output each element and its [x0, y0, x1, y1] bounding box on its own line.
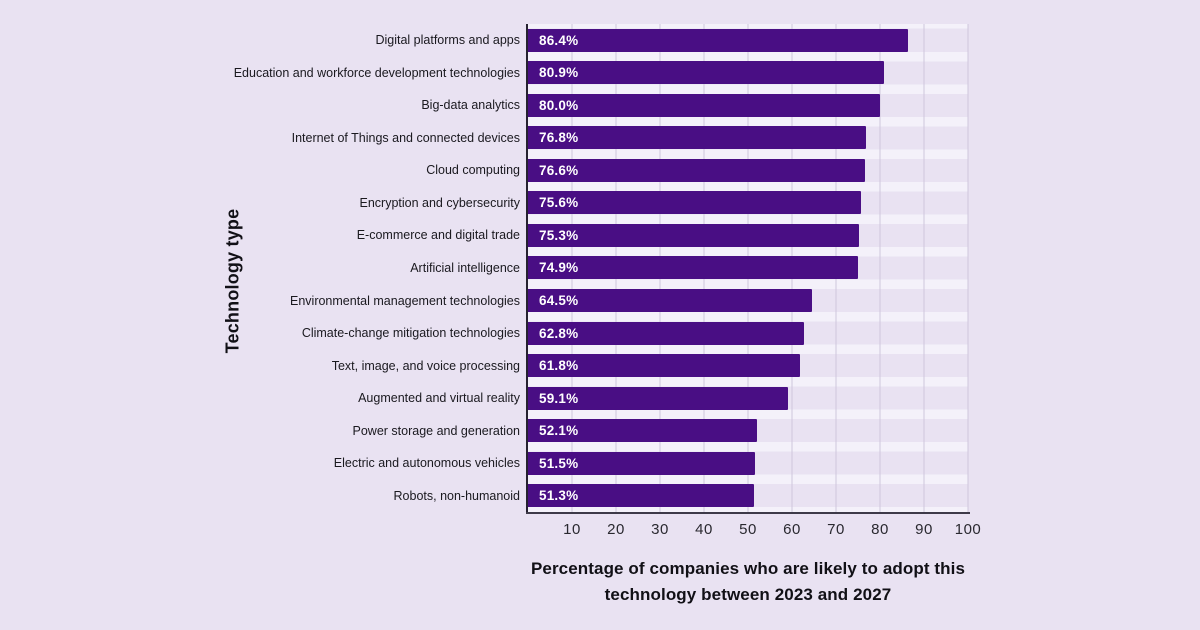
bar-value-label: 52.1%	[539, 423, 579, 439]
y-axis-line	[526, 24, 528, 514]
category-label: Encryption and cybersecurity	[359, 195, 521, 210]
bar-row: 76.6%	[528, 154, 968, 187]
category-label: Internet of Things and connected devices	[291, 130, 520, 145]
bar-value-label: 80.9%	[539, 65, 579, 81]
bar-value-label: 61.8%	[539, 358, 579, 374]
category-label: Education and workforce development tech…	[233, 65, 520, 80]
bars-container: 86.4% 80.9% 80.0% 76.8% 76.6% 75.6% 75.3% 74.9%…	[528, 24, 968, 512]
bar-row: 86.4%	[528, 24, 968, 57]
category-label: Big-data analytics	[421, 98, 520, 113]
bar-row: 61.8%	[528, 349, 968, 382]
bar: 64.5%	[528, 289, 812, 313]
bar-row: 75.3%	[528, 219, 968, 252]
x-tick-label: 60	[783, 521, 801, 538]
category-label: Environmental management technologies	[290, 293, 520, 308]
bar-row: 51.3%	[528, 479, 968, 512]
x-axis-title: Percentage of companies who are likely t…	[508, 556, 988, 609]
bar-value-label: 59.1%	[539, 390, 579, 406]
bar-row: 62.8%	[528, 317, 968, 350]
bar: 80.0%	[528, 93, 880, 117]
category-label: Climate-change mitigation technologies	[301, 326, 520, 341]
bar-row: 74.9%	[528, 252, 968, 285]
x-axis-title-line1: Percentage of companies who are likely t…	[530, 559, 966, 578]
category-label: Artificial intelligence	[410, 260, 520, 275]
bar-value-label: 76.6%	[539, 162, 579, 178]
category-label: Digital platforms and apps	[375, 33, 520, 48]
bar-value-label: 76.8%	[539, 130, 579, 146]
gridline	[879, 24, 881, 512]
bar-value-label: 74.9%	[539, 260, 579, 276]
x-tick-label: 80	[871, 521, 889, 538]
x-tick-label: 30	[651, 521, 669, 538]
bar-row: 52.1%	[528, 414, 968, 447]
bar: 62.8%	[528, 321, 805, 345]
bar: 59.1%	[528, 386, 789, 410]
bar-row: 80.9%	[528, 57, 968, 90]
category-label: Cloud computing	[426, 163, 520, 178]
bar: 75.6%	[528, 191, 861, 215]
bar: 75.3%	[528, 223, 860, 247]
x-tick-label: 70	[827, 521, 845, 538]
category-label: Robots, non-humanoid	[393, 488, 520, 503]
gridline	[923, 24, 925, 512]
bar-value-label: 62.8%	[539, 325, 579, 341]
bar-row: 76.8%	[528, 122, 968, 155]
bar: 76.8%	[528, 126, 866, 150]
bar: 51.5%	[528, 451, 755, 475]
bar-value-label: 51.3%	[539, 488, 579, 504]
category-label: Augmented and virtual reality	[358, 391, 520, 406]
x-tick-label: 40	[695, 521, 713, 538]
x-tick-label: 90	[915, 521, 933, 538]
bar-row: 51.5%	[528, 447, 968, 480]
bar-value-label: 75.6%	[539, 195, 579, 211]
bar: 52.1%	[528, 419, 758, 443]
bar-row: 59.1%	[528, 382, 968, 415]
bar-row: 64.5%	[528, 284, 968, 317]
x-axis-title-line2: technology between 2023 and 2027	[604, 585, 892, 605]
x-tick-label: 10	[563, 521, 581, 538]
x-tick-label: 20	[607, 521, 625, 538]
bar-row: 75.6%	[528, 187, 968, 220]
bar-value-label: 64.5%	[539, 293, 579, 309]
bar: 80.9%	[528, 61, 884, 85]
bar: 61.8%	[528, 354, 800, 378]
category-labels: Digital platforms and apps Education and …	[120, 24, 520, 512]
category-label: Electric and autonomous vehicles	[333, 456, 520, 471]
bar: 76.6%	[528, 158, 866, 182]
category-label: Power storage and generation	[352, 423, 520, 438]
x-tick-label: 50	[739, 521, 757, 538]
category-label: Text, image, and voice processing	[331, 358, 520, 373]
bar-row: 80.0%	[528, 89, 968, 122]
bar-value-label: 75.3%	[539, 227, 579, 243]
bar-value-label: 80.0%	[539, 97, 579, 113]
plot-area: 86.4% 80.9% 80.0% 76.8% 76.6% 75.6% 75.3% 74.9%…	[528, 24, 969, 512]
bar-value-label: 51.5%	[539, 455, 579, 471]
gridline	[967, 24, 969, 512]
category-label: E-commerce and digital trade	[356, 228, 520, 243]
bar: 74.9%	[528, 256, 858, 280]
bar: 51.3%	[528, 484, 754, 508]
bar: 86.4%	[528, 28, 909, 52]
x-tick-label: 100	[954, 521, 982, 538]
x-axis-ticks: 10 20 30 40 50 60 70 80 90 100	[528, 521, 981, 541]
bar-value-label: 86.4%	[539, 32, 579, 48]
x-axis-line	[526, 512, 970, 514]
